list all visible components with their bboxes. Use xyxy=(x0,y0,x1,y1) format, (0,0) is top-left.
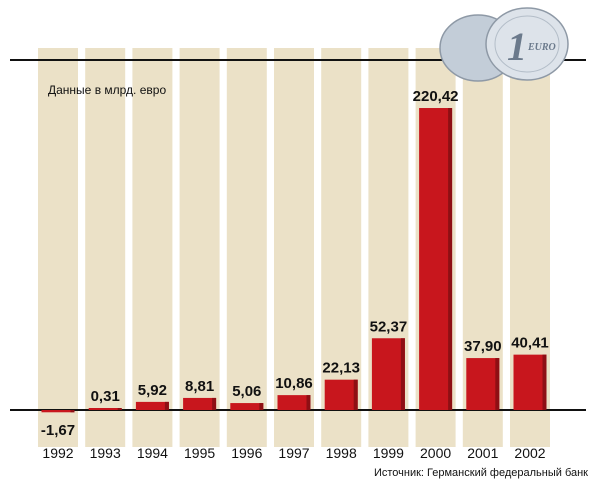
bar-shade-1994 xyxy=(164,401,169,410)
x-tick-2002: 2002 xyxy=(514,445,545,461)
value-label-2001: 37,90 xyxy=(464,338,502,355)
bar-2000 xyxy=(419,108,453,410)
euro-coin-icon: 1 EURO xyxy=(439,7,569,82)
bar-shade-1995 xyxy=(212,397,217,410)
column-bg-1997 xyxy=(274,48,314,447)
bar-1992 xyxy=(41,410,75,413)
bar-shade-2002 xyxy=(542,354,547,410)
value-label-1992: -1,67 xyxy=(41,422,75,439)
bar-shade-1998 xyxy=(353,379,358,410)
x-tick-1996: 1996 xyxy=(231,445,262,461)
bar-1999 xyxy=(371,338,405,410)
coin-value-label: 1 xyxy=(507,24,527,69)
value-label-1995: 8,81 xyxy=(185,378,214,395)
column-bg-1994 xyxy=(132,48,173,447)
bar-1993 xyxy=(88,408,122,410)
bar-shade-1999 xyxy=(400,338,405,410)
bars xyxy=(41,108,547,413)
value-label-2002: 40,41 xyxy=(511,335,549,352)
bar-shade-1992 xyxy=(70,410,75,413)
x-tick-2000: 2000 xyxy=(420,445,451,461)
column-bg-1995 xyxy=(179,48,220,447)
bar-1998 xyxy=(324,379,358,410)
bar-1997 xyxy=(277,395,311,410)
value-label-1996: 5,06 xyxy=(232,383,261,400)
column-bg-1996 xyxy=(226,48,267,447)
bar-shade-2000 xyxy=(448,108,453,410)
bar-1996 xyxy=(230,403,264,410)
bar-2001 xyxy=(466,358,500,410)
x-tick-1997: 1997 xyxy=(278,445,309,461)
source-note: Источник: Германский федеральный банк xyxy=(374,467,588,479)
value-label-1994: 5,92 xyxy=(138,382,167,399)
bar-2002 xyxy=(513,354,547,410)
bar-1994 xyxy=(135,401,169,410)
x-tick-1999: 1999 xyxy=(373,445,404,461)
value-label-1993: 0,31 xyxy=(91,388,120,405)
chart-subtitle: Данные в млрд. евро xyxy=(48,83,166,97)
x-tick-labels: 1992 1993 1994 1995 1996 1997 1998 1999 2000 2001… xyxy=(42,445,545,461)
x-tick-1998: 1998 xyxy=(326,445,357,461)
bar-1995 xyxy=(183,397,217,410)
value-label-1997: 10,86 xyxy=(275,375,313,392)
column-bg-1992 xyxy=(38,48,78,447)
x-tick-2001: 2001 xyxy=(467,445,498,461)
value-label-1999: 52,37 xyxy=(370,318,408,335)
x-tick-1993: 1993 xyxy=(90,445,121,461)
value-labels: -1,67 0,31 5,92 8,81 5,06 10,86 22,13 52,37 220,… xyxy=(41,88,549,439)
x-tick-1992: 1992 xyxy=(42,445,73,461)
coin-unit-label: EURO xyxy=(527,42,556,53)
bar-shade-1996 xyxy=(259,403,264,410)
bar-shade-2001 xyxy=(495,358,500,410)
bar-shade-1997 xyxy=(306,395,311,410)
x-tick-1994: 1994 xyxy=(137,445,168,461)
value-label-2000: 220,42 xyxy=(413,88,459,105)
x-tick-1995: 1995 xyxy=(184,445,215,461)
bar-shade-1993 xyxy=(117,408,122,410)
column-bg-1993 xyxy=(85,48,126,447)
value-label-1998: 22,13 xyxy=(322,360,360,377)
